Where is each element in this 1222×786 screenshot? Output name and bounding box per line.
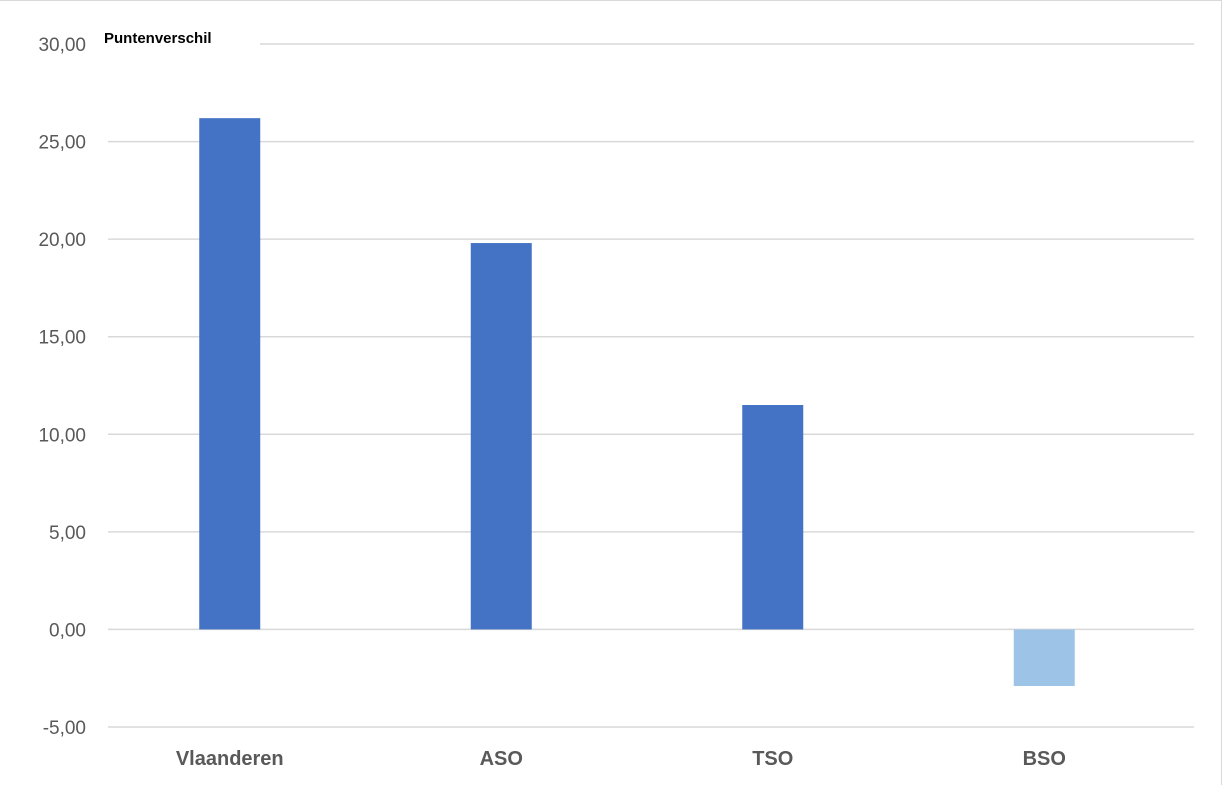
- x-axis-labels: Vlaanderen ASO TSO BSO: [176, 748, 1066, 770]
- x-tick-label: Vlaanderen: [176, 748, 284, 770]
- y-tick-label: 15,00: [38, 328, 86, 349]
- x-tick-label: ASO: [480, 748, 523, 770]
- y-tick-label: 30,00: [38, 35, 86, 56]
- y-axis-ticks: 30,00 25,00 20,00 15,00 10,00 5,00 0,00 -5,00: [38, 35, 86, 739]
- y-tick-label: 20,00: [38, 230, 86, 251]
- chart-title: Puntenverschil: [104, 30, 212, 47]
- bar-tso: [742, 405, 804, 630]
- bar-bso: [1013, 629, 1075, 687]
- y-tick-label: 25,00: [38, 133, 86, 154]
- y-tick-label: 0,00: [49, 620, 86, 641]
- title-background: [86, 15, 260, 61]
- bars: [199, 118, 1075, 687]
- x-tick-label: TSO: [752, 748, 793, 770]
- y-tick-label: -5,00: [43, 718, 86, 739]
- bar-aso: [470, 243, 532, 630]
- gridlines: [108, 43, 1194, 728]
- x-tick-label: BSO: [1023, 748, 1066, 770]
- bar-vlaanderen: [199, 118, 261, 630]
- y-tick-label: 5,00: [49, 523, 86, 544]
- y-tick-label: 10,00: [38, 425, 86, 446]
